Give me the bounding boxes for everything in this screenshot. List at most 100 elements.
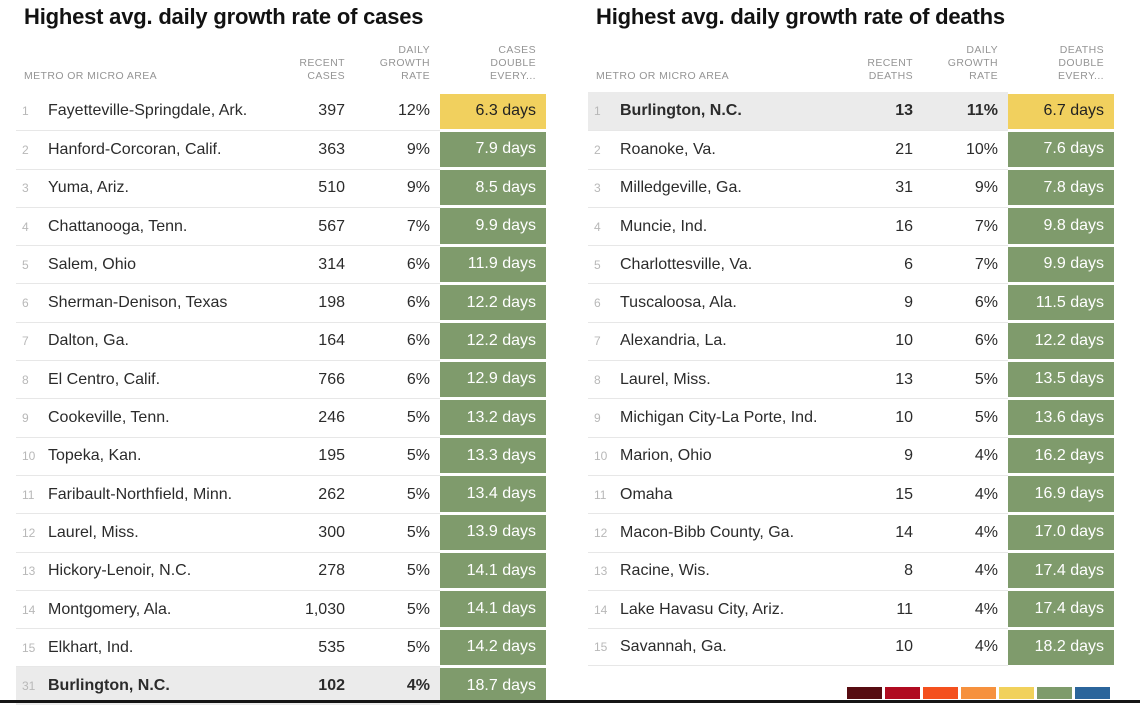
row-growth-rate: 4% [974,523,998,541]
row-rank: 5 [22,257,29,272]
row-doubling-time-cell: 9.9 days [440,208,546,244]
row-rank: 31 [22,679,36,694]
table-row: 14 Montgomery, Ala. 1,030 5% 14.1 days [16,589,546,628]
column-header-recent-deaths: RECENT DEATHS [867,57,913,82]
row-growth-rate: 7% [974,255,998,273]
row-recent-count: 21 [895,140,913,158]
row-main: 5 Charlottesville, Va. 6 7% [588,245,1008,283]
table-row: 2 Roanoke, Va. 21 10% 7.6 days [588,130,1114,168]
row-area-name: Roanoke, Va. [620,140,716,158]
row-area-name: Elkhart, Ind. [48,638,134,656]
row-area-name: Fayetteville-Springdale, Ark. [48,102,248,120]
row-doubling-time-cell: 17.0 days [1008,514,1114,551]
row-growth-rate: 4% [974,600,998,618]
row-doubling-time-cell: 13.5 days [1008,361,1114,397]
row-area-name: Laurel, Miss. [620,370,711,388]
row-area-name: Dalton, Ga. [48,332,129,350]
row-area-name: Cookeville, Tenn. [48,409,170,427]
row-area-name: Hickory-Lenoir, N.C. [48,562,192,580]
cases-table-rows: 1 Fayetteville-Springdale, Ark. 397 12% … [16,92,546,705]
table-row: 10 Topeka, Kan. 195 5% 13.3 days [16,436,546,475]
row-main: 8 El Centro, Calif. 766 6% [16,360,440,398]
row-doubling-time-cell: 14.1 days [440,591,546,627]
row-recent-count: 246 [318,409,345,427]
row-area-name: Racine, Wis. [620,562,710,580]
row-recent-count: 314 [318,255,345,273]
deaths-table-header: METRO OR MICRO AREA RECENT DEATHS DAILY … [588,30,1114,92]
table-row: 2 Hanford-Corcoran, Calif. 363 9% 7.9 da… [16,130,546,168]
row-recent-count: 8 [904,562,913,580]
row-doubling-time-cell: 13.4 days [440,476,546,512]
row-area-name: Sherman-Denison, Texas [48,294,228,312]
row-growth-rate: 5% [406,562,430,580]
row-main: 7 Alexandria, La. 10 6% [588,321,1008,360]
row-recent-count: 102 [318,677,345,695]
row-main: 4 Muncie, Ind. 16 7% [588,206,1008,245]
row-doubling-time-cell: 9.9 days [1008,246,1114,282]
row-rank: 10 [594,449,608,464]
row-main: 3 Milledgeville, Ga. 31 9% [588,168,1008,207]
row-rank: 3 [594,181,601,196]
row-rank: 12 [594,525,608,540]
row-rank: 8 [22,372,29,387]
row-growth-rate: 6% [974,294,998,312]
row-growth-rate: 4% [974,447,998,465]
legend-swatch [1075,687,1110,699]
row-rank: 8 [594,372,601,387]
column-header-growth-rate: DAILY GROWTH RATE [379,44,430,82]
row-main: 13 Hickory-Lenoir, N.C. 278 5% [16,551,440,590]
row-recent-count: 567 [318,217,345,235]
deaths-table-title: Highest avg. daily growth rate of deaths [596,4,1005,29]
row-rank: 15 [594,640,608,655]
row-main: 14 Lake Havasu City, Ariz. 11 4% [588,589,1008,628]
row-recent-count: 195 [318,447,345,465]
row-doubling-time-cell: 18.7 days [440,667,546,704]
row-growth-rate: 4% [406,677,430,695]
row-rank: 6 [22,296,29,311]
table-row: 1 Burlington, N.C. 13 11% 6.7 days [588,92,1114,131]
row-rank: 11 [594,487,607,502]
legend-swatch [999,687,1034,699]
row-area-name: Michigan City-La Porte, Ind. [620,409,818,427]
row-area-name: Muncie, Ind. [620,217,708,235]
column-header-growth-rate: DAILY GROWTH RATE [947,44,998,82]
table-row: 9 Michigan City-La Porte, Ind. 10 5% 13.… [588,398,1114,436]
row-main: 3 Yuma, Ariz. 510 9% [16,168,440,207]
table-row: 7 Alexandria, La. 10 6% 12.2 days [588,321,1114,360]
row-recent-count: 13 [895,102,913,120]
row-rank: 2 [22,142,29,157]
row-doubling-time-cell: 18.2 days [1008,629,1114,665]
row-recent-count: 9 [904,294,913,312]
row-main: 9 Cookeville, Tenn. 246 5% [16,398,440,436]
table-row: 31 Burlington, N.C. 102 4% 18.7 days [16,666,546,705]
table-row: 4 Chattanooga, Tenn. 567 7% 9.9 days [16,206,546,245]
row-rank: 13 [594,564,608,579]
row-growth-rate: 5% [406,600,430,618]
row-growth-rate: 5% [406,447,430,465]
row-main: 14 Montgomery, Ala. 1,030 5% [16,589,440,628]
row-rank: 11 [22,487,35,502]
cases-table-title: Highest avg. daily growth rate of cases [24,4,424,29]
column-header-area: METRO OR MICRO AREA [596,70,730,82]
table-row: 9 Cookeville, Tenn. 246 5% 13.2 days [16,398,546,436]
row-main: 9 Michigan City-La Porte, Ind. 10 5% [588,398,1008,436]
row-doubling-time-cell: 6.3 days [440,93,546,129]
row-doubling-time-cell: 12.2 days [440,284,546,321]
table-row: 10 Marion, Ohio 9 4% 16.2 days [588,436,1114,475]
row-growth-rate: 6% [406,370,430,388]
color-scale-legend [847,687,1110,699]
table-row: 12 Macon-Bibb County, Ga. 14 4% 17.0 day… [588,513,1114,551]
row-growth-rate: 4% [974,485,998,503]
row-area-name: Yuma, Ariz. [48,179,129,197]
table-row: 3 Yuma, Ariz. 510 9% 8.5 days [16,168,546,207]
row-rank: 4 [594,219,601,234]
section-divider-rule [0,700,1140,703]
row-doubling-time-cell: 13.3 days [440,438,546,474]
deaths-table: Highest avg. daily growth rate of deaths… [588,4,1114,667]
row-main: 10 Topeka, Kan. 195 5% [16,436,440,475]
row-main: 7 Dalton, Ga. 164 6% [16,321,440,360]
row-doubling-time-cell: 12.2 days [440,323,546,359]
row-growth-rate: 6% [406,294,430,312]
table-row: 1 Fayetteville-Springdale, Ark. 397 12% … [16,92,546,130]
row-recent-count: 535 [318,638,345,656]
